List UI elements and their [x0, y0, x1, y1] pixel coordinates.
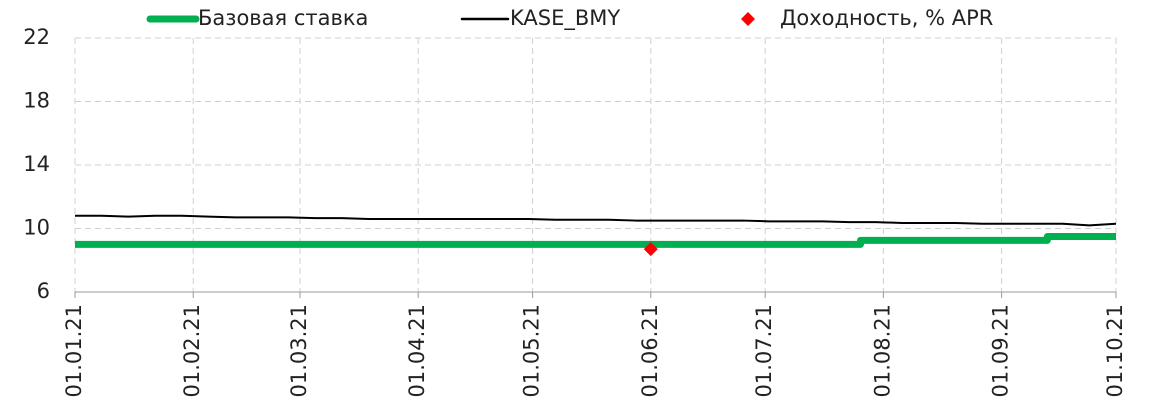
series-line: [75, 232, 1116, 248]
data-point: [643, 242, 658, 257]
y-tick-label: 6: [37, 279, 50, 303]
x-tick-label: 01.06.21: [638, 304, 662, 398]
x-tick-label: 01.05.21: [520, 304, 544, 398]
x-tick-label: 01.08.21: [870, 304, 894, 398]
y-tick-label: 18: [23, 89, 50, 113]
legend-label: Базовая ставка: [198, 6, 368, 30]
x-tick-label: 01.04.21: [405, 304, 429, 398]
x-tick-label: 01.02.21: [180, 304, 204, 398]
x-tick-label: 01.10.21: [1103, 304, 1127, 398]
x-tick-label: 01.03.21: [287, 304, 311, 398]
x-tick-label: 01.07.21: [752, 304, 776, 398]
legend-swatch: [741, 12, 755, 26]
y-tick-label: 22: [23, 25, 50, 49]
series-line: [75, 214, 1117, 227]
legend-label: KASE_BMY: [510, 6, 620, 31]
y-tick-label: 14: [23, 152, 50, 176]
x-tick-label: 01.01.21: [62, 304, 86, 398]
x-tick-label: 01.09.21: [989, 304, 1013, 398]
legend-label: Доходность, % APR: [780, 6, 993, 30]
y-tick-label: 10: [23, 216, 50, 240]
